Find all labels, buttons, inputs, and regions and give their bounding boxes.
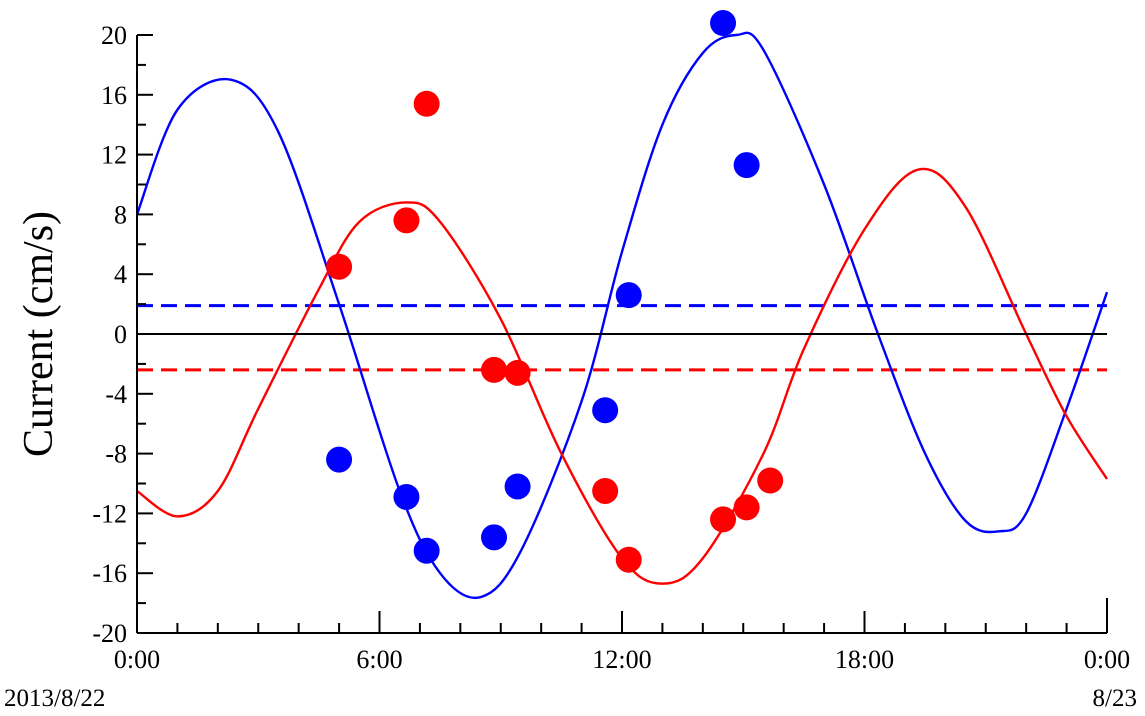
data-point <box>733 152 760 179</box>
x-tick-labels: 0:00 6:00 12:00 18:00 0:00 <box>114 645 1130 674</box>
y-tick-label: 16 <box>101 81 127 110</box>
y-tick-label: 20 <box>101 21 127 50</box>
data-point <box>710 10 737 37</box>
series-curve <box>136 167 1109 585</box>
y-tick-label: 0 <box>114 320 127 349</box>
data-point <box>615 282 642 309</box>
y-tick-label: -12 <box>92 499 127 528</box>
data-point <box>481 524 508 551</box>
x-tick-label: 0:00 <box>114 645 160 674</box>
data-point <box>615 546 642 573</box>
y-tick-label: -4 <box>105 380 127 409</box>
x-tick-label: 12:00 <box>592 645 651 674</box>
y-tick-label: -20 <box>92 619 127 648</box>
data-point <box>504 473 531 500</box>
data-point <box>326 446 353 473</box>
data-point <box>393 207 420 234</box>
data-point <box>413 90 440 117</box>
x-date-label-end: 8/23 <box>1093 685 1137 712</box>
data-point <box>757 467 784 494</box>
y-tick-labels: 20 16 12 8 4 0 -4 -8 -12 -16 -20 <box>92 21 127 648</box>
y-tick-label: 12 <box>101 141 127 170</box>
data-point <box>393 483 420 510</box>
x-tick-label: 6:00 <box>356 645 402 674</box>
y-axis-label: Current (cm/s) <box>16 211 62 457</box>
axes <box>136 34 1108 634</box>
data-point <box>592 397 619 424</box>
data-point <box>504 359 531 386</box>
x-tick-label: 18:00 <box>835 645 894 674</box>
x-tick-label: 0:00 <box>1084 645 1130 674</box>
data-point <box>710 506 737 533</box>
observation-points <box>326 10 784 573</box>
data-point <box>592 477 619 504</box>
fitted-curves <box>135 31 1109 600</box>
y-tick-label: -8 <box>105 440 127 469</box>
x-date-label-start: 2013/8/22 <box>4 685 105 712</box>
data-point <box>326 253 353 280</box>
y-tick-label: 8 <box>114 200 127 229</box>
y-tick-label: 4 <box>114 260 127 289</box>
y-tick-label: -16 <box>92 559 127 588</box>
data-point <box>413 537 440 564</box>
series-curve <box>135 31 1109 600</box>
data-point <box>481 356 508 383</box>
data-point <box>733 494 760 521</box>
